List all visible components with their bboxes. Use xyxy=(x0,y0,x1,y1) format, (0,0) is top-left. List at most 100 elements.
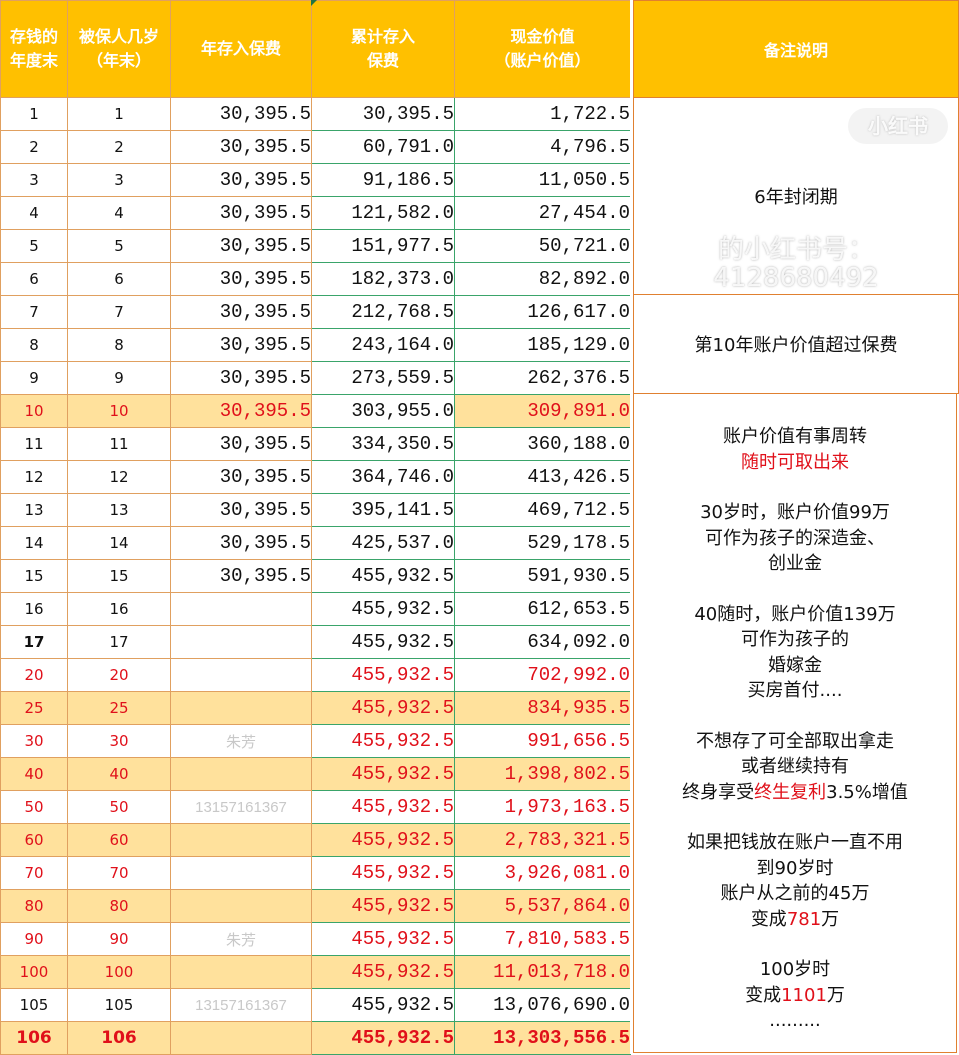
age-cell[interactable]: 2 xyxy=(67,130,171,164)
cash-value-cell[interactable]: 834,935.5 xyxy=(454,691,631,725)
cash-value-cell[interactable]: 702,992.0 xyxy=(454,658,631,692)
annual-premium-cell[interactable] xyxy=(170,856,312,890)
year-cell[interactable]: 10 xyxy=(0,394,68,428)
cumulative-premium-cell[interactable]: 455,932.5 xyxy=(311,724,455,758)
age-cell[interactable]: 90 xyxy=(67,922,171,956)
age-cell[interactable]: 4 xyxy=(67,196,171,230)
cumulative-premium-cell[interactable]: 455,932.5 xyxy=(311,1021,455,1055)
cash-value-cell[interactable]: 529,178.5 xyxy=(454,526,631,560)
cash-value-cell[interactable]: 991,656.5 xyxy=(454,724,631,758)
year-cell[interactable]: 17 xyxy=(0,625,68,659)
annual-premium-cell[interactable]: 朱芳 xyxy=(170,922,312,956)
year-cell[interactable]: 25 xyxy=(0,691,68,725)
cash-value-cell[interactable]: 11,013,718.0 xyxy=(454,955,631,989)
age-cell[interactable]: 10 xyxy=(67,394,171,428)
cash-value-cell[interactable]: 634,092.0 xyxy=(454,625,631,659)
annual-premium-cell[interactable]: 13157161367 xyxy=(170,790,312,824)
year-cell[interactable]: 11 xyxy=(0,427,68,461)
cumulative-premium-cell[interactable]: 273,559.5 xyxy=(311,361,455,395)
age-cell[interactable]: 3 xyxy=(67,163,171,197)
cumulative-premium-cell[interactable]: 395,141.5 xyxy=(311,493,455,527)
cumulative-premium-cell[interactable]: 182,373.0 xyxy=(311,262,455,296)
annual-premium-cell[interactable]: 朱芳 xyxy=(170,724,312,758)
age-cell[interactable]: 60 xyxy=(67,823,171,857)
cumulative-premium-cell[interactable]: 121,582.0 xyxy=(311,196,455,230)
year-cell[interactable]: 60 xyxy=(0,823,68,857)
cumulative-premium-cell[interactable]: 91,186.5 xyxy=(311,163,455,197)
cash-value-cell[interactable]: 5,537,864.0 xyxy=(454,889,631,923)
year-cell[interactable]: 6 xyxy=(0,262,68,296)
annual-premium-cell[interactable] xyxy=(170,1021,312,1055)
year-cell[interactable]: 106 xyxy=(0,1021,68,1055)
cumulative-premium-cell[interactable]: 334,350.5 xyxy=(311,427,455,461)
age-cell[interactable]: 14 xyxy=(67,526,171,560)
year-cell[interactable]: 70 xyxy=(0,856,68,890)
age-cell[interactable]: 105 xyxy=(67,988,171,1022)
age-cell[interactable]: 5 xyxy=(67,229,171,263)
year-cell[interactable]: 7 xyxy=(0,295,68,329)
cumulative-premium-cell[interactable]: 455,932.5 xyxy=(311,823,455,857)
cash-value-cell[interactable]: 82,892.0 xyxy=(454,262,631,296)
year-cell[interactable]: 12 xyxy=(0,460,68,494)
cash-value-cell[interactable]: 612,653.5 xyxy=(454,592,631,626)
year-cell[interactable]: 30 xyxy=(0,724,68,758)
cumulative-premium-cell[interactable]: 455,932.5 xyxy=(311,658,455,692)
cash-value-cell[interactable]: 413,426.5 xyxy=(454,460,631,494)
annual-premium-cell[interactable]: 30,395.5 xyxy=(170,163,312,197)
annual-premium-cell[interactable]: 13157161367 xyxy=(170,988,312,1022)
annual-premium-cell[interactable] xyxy=(170,823,312,857)
annual-premium-cell[interactable]: 30,395.5 xyxy=(170,196,312,230)
year-cell[interactable]: 14 xyxy=(0,526,68,560)
cash-value-cell[interactable]: 1,722.5 xyxy=(454,97,631,131)
age-cell[interactable]: 15 xyxy=(67,559,171,593)
cumulative-premium-cell[interactable]: 212,768.5 xyxy=(311,295,455,329)
cumulative-premium-cell[interactable]: 455,932.5 xyxy=(311,592,455,626)
cash-value-cell[interactable]: 1,973,163.5 xyxy=(454,790,631,824)
year-cell[interactable]: 90 xyxy=(0,922,68,956)
year-cell[interactable]: 50 xyxy=(0,790,68,824)
cumulative-premium-cell[interactable]: 151,977.5 xyxy=(311,229,455,263)
annual-premium-cell[interactable]: 30,395.5 xyxy=(170,295,312,329)
cash-value-cell[interactable]: 185,129.0 xyxy=(454,328,631,362)
cash-value-cell[interactable]: 4,796.5 xyxy=(454,130,631,164)
cash-value-cell[interactable]: 126,617.0 xyxy=(454,295,631,329)
year-cell[interactable]: 9 xyxy=(0,361,68,395)
annual-premium-cell[interactable] xyxy=(170,955,312,989)
cash-value-cell[interactable]: 11,050.5 xyxy=(454,163,631,197)
cumulative-premium-cell[interactable]: 455,932.5 xyxy=(311,691,455,725)
age-cell[interactable]: 106 xyxy=(67,1021,171,1055)
age-cell[interactable]: 100 xyxy=(67,955,171,989)
age-cell[interactable]: 16 xyxy=(67,592,171,626)
cash-value-cell[interactable]: 469,712.5 xyxy=(454,493,631,527)
year-cell[interactable]: 100 xyxy=(0,955,68,989)
age-cell[interactable]: 11 xyxy=(67,427,171,461)
age-cell[interactable]: 6 xyxy=(67,262,171,296)
cumulative-premium-cell[interactable]: 455,932.5 xyxy=(311,955,455,989)
cumulative-premium-cell[interactable]: 455,932.5 xyxy=(311,856,455,890)
cumulative-premium-cell[interactable]: 364,746.0 xyxy=(311,460,455,494)
cumulative-premium-cell[interactable]: 455,932.5 xyxy=(311,922,455,956)
age-cell[interactable]: 50 xyxy=(67,790,171,824)
annual-premium-cell[interactable] xyxy=(170,625,312,659)
cumulative-premium-cell[interactable]: 455,932.5 xyxy=(311,559,455,593)
annual-premium-cell[interactable]: 30,395.5 xyxy=(170,427,312,461)
annual-premium-cell[interactable]: 30,395.5 xyxy=(170,130,312,164)
year-cell[interactable]: 3 xyxy=(0,163,68,197)
cumulative-premium-cell[interactable]: 425,537.0 xyxy=(311,526,455,560)
cumulative-premium-cell[interactable]: 30,395.5 xyxy=(311,97,455,131)
annual-premium-cell[interactable]: 30,395.5 xyxy=(170,97,312,131)
cash-value-cell[interactable]: 13,303,556.5 xyxy=(454,1021,631,1055)
cumulative-premium-cell[interactable]: 455,932.5 xyxy=(311,625,455,659)
cumulative-premium-cell[interactable]: 243,164.0 xyxy=(311,328,455,362)
age-cell[interactable]: 1 xyxy=(67,97,171,131)
annual-premium-cell[interactable]: 30,395.5 xyxy=(170,460,312,494)
annual-premium-cell[interactable] xyxy=(170,889,312,923)
annual-premium-cell[interactable]: 30,395.5 xyxy=(170,559,312,593)
annual-premium-cell[interactable]: 30,395.5 xyxy=(170,394,312,428)
age-cell[interactable]: 20 xyxy=(67,658,171,692)
cash-value-cell[interactable]: 3,926,081.0 xyxy=(454,856,631,890)
cumulative-premium-cell[interactable]: 455,932.5 xyxy=(311,757,455,791)
year-cell[interactable]: 5 xyxy=(0,229,68,263)
year-cell[interactable]: 1 xyxy=(0,97,68,131)
annual-premium-cell[interactable]: 30,395.5 xyxy=(170,262,312,296)
